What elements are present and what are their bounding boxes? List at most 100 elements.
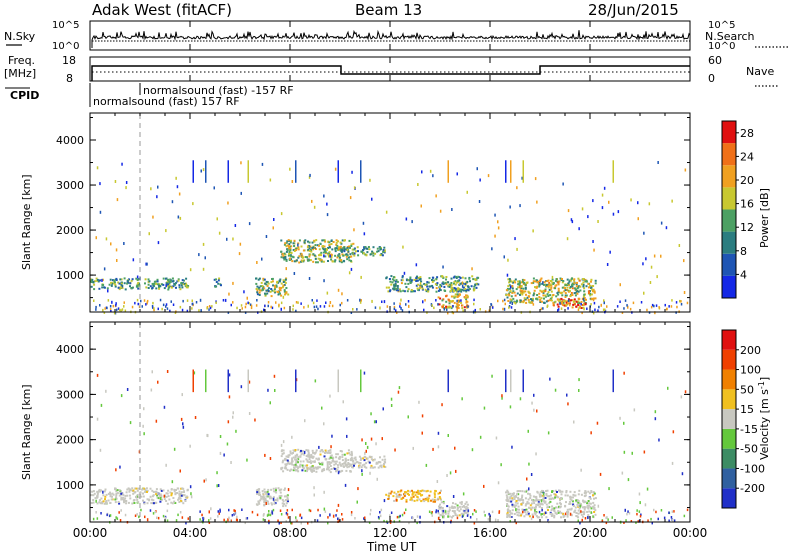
data-cell	[316, 299, 318, 302]
data-cell	[99, 210, 102, 214]
data-cell	[118, 494, 121, 497]
data-cell	[360, 299, 362, 302]
data-cell	[586, 502, 589, 505]
data-cell	[179, 305, 182, 309]
data-cell	[266, 514, 269, 517]
data-cell	[448, 506, 451, 509]
data-cell	[256, 491, 259, 494]
data-cell	[451, 506, 454, 509]
data-cell	[459, 501, 462, 504]
data-cell	[553, 509, 556, 512]
data-cell	[548, 498, 551, 501]
data-cell	[114, 283, 117, 286]
data-cell	[272, 497, 275, 501]
data-cell	[343, 250, 346, 253]
data-cell	[104, 488, 107, 491]
data-cell	[593, 291, 596, 294]
data-cell	[509, 301, 511, 304]
data-cell	[115, 468, 117, 472]
data-cell	[519, 204, 521, 208]
data-cell	[96, 495, 99, 498]
data-cell	[521, 176, 523, 180]
data-cell	[258, 491, 261, 494]
data-cell	[568, 280, 571, 283]
data-cell	[284, 465, 287, 468]
data-cell	[309, 259, 312, 262]
data-cell	[379, 246, 382, 249]
data-cell	[273, 500, 276, 503]
data-cell	[484, 514, 486, 517]
data-cell	[102, 494, 105, 497]
data-cell	[283, 252, 286, 255]
data-cell	[592, 288, 595, 291]
nave-tick-bottom: 0	[708, 72, 715, 85]
data-cell	[424, 299, 426, 302]
data-cell	[181, 487, 184, 490]
data-cell	[505, 499, 508, 502]
data-cell	[587, 500, 590, 502]
data-cell	[269, 290, 272, 293]
data-cell	[247, 369, 249, 393]
data-cell	[575, 290, 578, 292]
data-cell	[320, 251, 323, 254]
data-cell	[304, 464, 307, 467]
data-cell	[209, 517, 212, 520]
data-cell	[367, 460, 370, 463]
data-cell	[310, 462, 313, 464]
data-cell	[337, 503, 340, 507]
data-cell	[434, 489, 437, 492]
data-cell	[559, 510, 562, 513]
data-cell	[315, 470, 318, 473]
data-cell	[230, 303, 232, 307]
data-cell	[584, 303, 587, 306]
data-cell	[170, 492, 173, 495]
data-cell	[98, 287, 101, 290]
data-cell	[393, 288, 396, 291]
data-cell	[420, 494, 422, 497]
data-cell	[353, 254, 356, 257]
data-cell	[551, 281, 554, 284]
data-cell	[473, 298, 475, 302]
data-cell	[256, 285, 259, 288]
data-cell	[282, 440, 285, 444]
data-cell	[421, 170, 423, 174]
data-cell	[557, 308, 560, 311]
freq-tick-top: 18	[62, 54, 76, 67]
data-cell	[309, 460, 312, 463]
data-cell	[533, 408, 535, 412]
data-cell	[432, 447, 434, 451]
data-cell	[292, 469, 295, 472]
data-cell	[324, 252, 327, 255]
data-cell	[574, 506, 577, 509]
data-cell	[643, 291, 645, 295]
data-cell	[350, 452, 353, 455]
data-cell	[109, 308, 112, 311]
data-cell	[509, 496, 512, 499]
data-cell	[527, 298, 530, 301]
data-cell	[279, 509, 282, 512]
data-cell	[572, 503, 575, 506]
data-cell	[291, 459, 294, 461]
data-cell	[555, 295, 558, 298]
data-cell	[450, 282, 453, 284]
data-cell	[383, 246, 386, 249]
data-cell	[568, 503, 571, 505]
data-cell	[450, 287, 453, 290]
data-cell	[120, 278, 123, 281]
data-cell	[106, 306, 108, 310]
colorbar-segment	[722, 165, 736, 188]
data-cell	[107, 299, 110, 302]
data-cell	[283, 289, 286, 292]
data-cell	[377, 461, 380, 464]
data-cell	[565, 491, 568, 494]
data-cell	[322, 469, 325, 472]
data-cell	[684, 168, 687, 172]
data-cell	[551, 507, 554, 510]
noise-panel: N.Sky 10^5 10^0 N.Search 10^5 10^0	[4, 20, 790, 52]
data-cell	[305, 458, 308, 461]
data-cell	[443, 307, 446, 309]
data-cell	[330, 240, 333, 242]
data-cell	[472, 512, 474, 516]
data-cell	[538, 292, 541, 295]
data-cell	[293, 467, 296, 470]
